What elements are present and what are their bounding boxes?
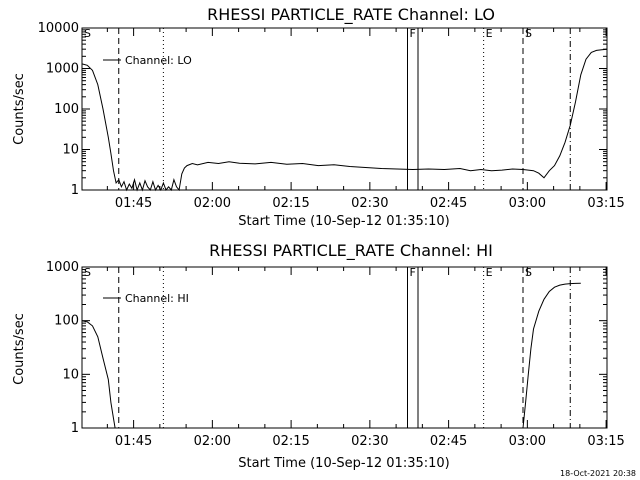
y-tick-label-lo: 1 bbox=[71, 183, 79, 198]
event-marker-label-hi: E bbox=[486, 266, 493, 279]
x-tick-label-lo: 02:00 bbox=[194, 196, 231, 211]
x-tick-label-hi: 02:45 bbox=[430, 434, 467, 449]
y-tick-label-lo: 1000 bbox=[46, 62, 79, 77]
x-tick-label-hi: 03:15 bbox=[587, 434, 624, 449]
event-marker-label-hi: S bbox=[84, 266, 91, 279]
chart-title-lo: RHESSI PARTICLE_RATE Channel: LO bbox=[207, 5, 495, 25]
legend-hi: Channel: HI bbox=[103, 292, 189, 305]
panel-lo: RHESSI PARTICLE_RATE Channel: LO Counts/… bbox=[12, 5, 625, 229]
legend-label-lo: Channel: LO bbox=[125, 54, 192, 67]
y-tick-label-hi: 100 bbox=[54, 314, 79, 329]
x-tick-label-hi: 02:00 bbox=[194, 434, 231, 449]
event-marker-label-hi: F bbox=[410, 266, 416, 279]
footer-timestamp: 18-Oct-2021 20:38 bbox=[560, 469, 636, 478]
legend-lo: Channel: LO bbox=[103, 54, 192, 67]
x-axis-label-hi: Start Time (10-Sep-12 01:35:10) bbox=[238, 456, 449, 471]
x-tick-label-lo: 02:45 bbox=[430, 196, 467, 211]
x-tick-label-lo: 03:15 bbox=[587, 196, 624, 211]
y-axis-label-hi: Counts/sec bbox=[12, 313, 27, 385]
y-tick-label-lo: 10000 bbox=[38, 21, 79, 36]
y-tick-label-lo: 10 bbox=[62, 143, 79, 158]
x-tick-label-lo: 02:30 bbox=[351, 196, 388, 211]
x-tick-label-lo: 02:15 bbox=[272, 196, 309, 211]
event-marker-label-lo: E bbox=[486, 27, 493, 40]
event-marker-label-lo: S bbox=[525, 27, 532, 40]
event-marker-label-hi: S bbox=[525, 266, 532, 279]
event-marker-label-lo: F bbox=[410, 27, 416, 40]
y-tick-label-lo: 100 bbox=[54, 102, 79, 117]
event-marker-label-lo: S bbox=[84, 27, 91, 40]
chart-title-hi: RHESSI PARTICLE_RATE Channel: HI bbox=[209, 241, 493, 261]
y-tick-label-hi: 1000 bbox=[46, 260, 79, 275]
legend-label-hi: Channel: HI bbox=[125, 292, 189, 305]
panel-hi: RHESSI PARTICLE_RATE Channel: HI Counts/… bbox=[12, 241, 625, 471]
x-tick-label-hi: 02:30 bbox=[351, 434, 388, 449]
y-axis-label-lo: Counts/sec bbox=[12, 73, 27, 145]
series-line-lo bbox=[81, 48, 608, 192]
x-tick-label-lo: 01:45 bbox=[115, 196, 152, 211]
series-line-hi bbox=[81, 282, 581, 429]
x-tick-label-lo: 03:00 bbox=[509, 196, 546, 211]
x-tick-label-hi: 03:00 bbox=[509, 434, 546, 449]
y-tick-label-hi: 1 bbox=[71, 421, 79, 436]
x-tick-label-hi: 02:15 bbox=[272, 434, 309, 449]
x-tick-label-hi: 01:45 bbox=[115, 434, 152, 449]
x-axis-label-lo: Start Time (10-Sep-12 01:35:10) bbox=[238, 214, 449, 229]
y-tick-label-hi: 10 bbox=[62, 367, 79, 382]
